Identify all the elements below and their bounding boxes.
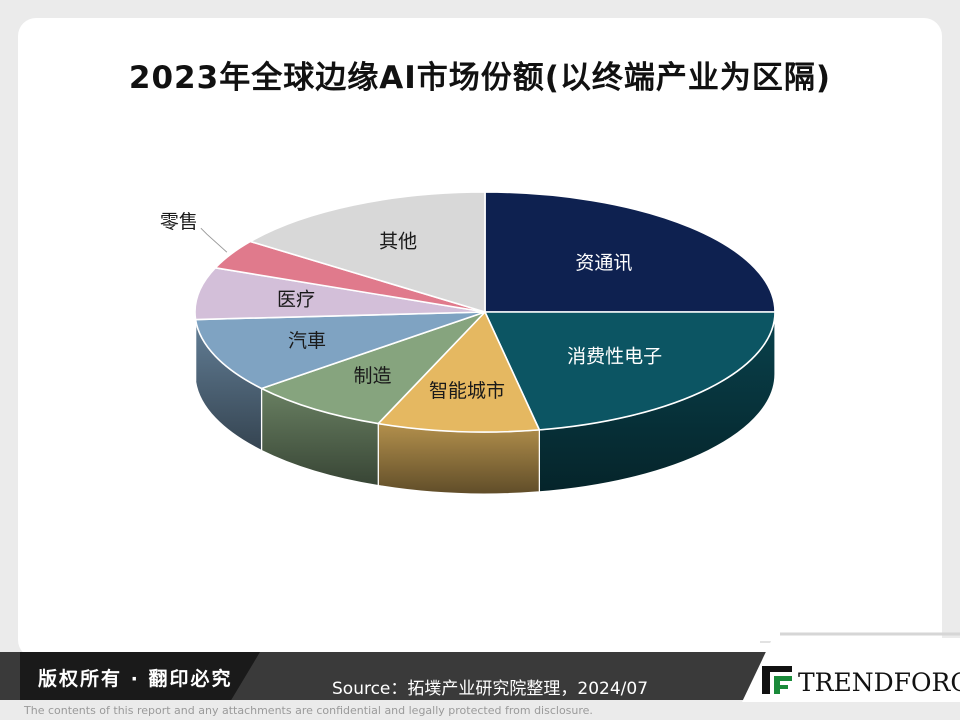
disclaimer: The contents of this report and any atta… bbox=[24, 704, 593, 717]
slice-label-2: 智能城市 bbox=[429, 380, 505, 402]
copyright-tab bbox=[20, 652, 260, 700]
slice-label-1: 消费性电子 bbox=[567, 345, 662, 367]
pie-slice-2 bbox=[377, 311, 541, 433]
slice-label-6: 零售 bbox=[160, 211, 198, 233]
pie-slice-7 bbox=[249, 191, 486, 313]
pie-top-faces bbox=[194, 191, 776, 433]
pie-slice-0 bbox=[484, 191, 776, 313]
label-leader-6 bbox=[200, 227, 228, 253]
copyright-text: 版权所有 · 翻印必究 bbox=[38, 668, 233, 690]
pie-side-2 bbox=[377, 422, 540, 495]
slice-label-7: 其他 bbox=[379, 230, 417, 252]
pie-slice-1 bbox=[484, 311, 776, 431]
pie-slice-5 bbox=[194, 267, 486, 321]
pie-slice-4 bbox=[194, 311, 486, 390]
trendforce-logo-text: TRENDFORCE bbox=[798, 668, 960, 697]
pie-slice-3 bbox=[260, 311, 486, 425]
pie-side-walls bbox=[194, 311, 776, 495]
trendforce-logo-icon bbox=[762, 666, 792, 694]
source-text: Source：拓墣产业研究院整理，2024/07 bbox=[332, 679, 649, 699]
slice-label-4: 汽車 bbox=[288, 330, 326, 352]
slice-label-5: 医疗 bbox=[277, 289, 315, 311]
slice-label-3: 制造 bbox=[353, 365, 391, 387]
slice-label-0: 资通讯 bbox=[575, 252, 632, 274]
chart-title: 2023年全球边缘AI市场份额(以终端产业为区隔) bbox=[128, 60, 832, 96]
